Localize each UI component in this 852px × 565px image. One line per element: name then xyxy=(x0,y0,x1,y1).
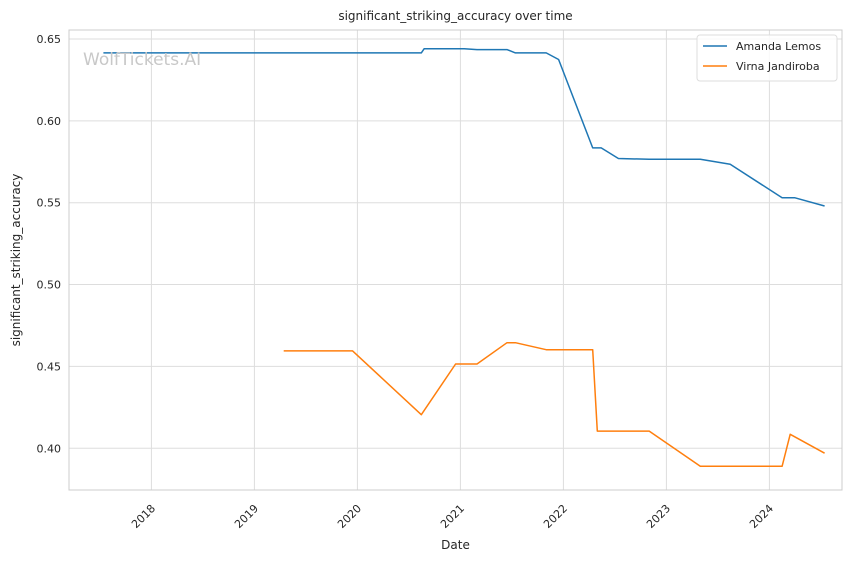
x-axis-label: Date xyxy=(441,538,470,552)
y-tick-label: 0.40 xyxy=(37,442,62,455)
plot-area xyxy=(69,30,842,490)
y-tick-label: 0.65 xyxy=(37,33,62,46)
x-tick-label: 2018 xyxy=(129,502,158,531)
plot-border xyxy=(68,29,843,491)
y-axis-label: significant_striking_accuracy xyxy=(9,174,23,347)
legend-label: Virna Jandiroba xyxy=(736,60,820,73)
series-line-2 xyxy=(283,341,825,468)
series-line-1 xyxy=(103,48,825,207)
legend: Amanda Lemos Virna Jandiroba xyxy=(696,34,838,82)
chart-title: significant_striking_accuracy over time xyxy=(338,9,572,23)
series-lines xyxy=(103,48,825,468)
legend-label: Amanda Lemos xyxy=(736,40,821,53)
x-tick-label: 2021 xyxy=(438,502,467,531)
x-tick-label: 2019 xyxy=(232,502,261,531)
legend-box xyxy=(696,34,838,82)
y-tick-label: 0.45 xyxy=(37,360,62,373)
y-axis-ticks: 0.40 0.45 0.50 0.55 0.60 0.65 xyxy=(37,33,62,455)
watermark: WolfTickets.AI xyxy=(83,50,201,70)
x-tick-label: 2020 xyxy=(335,502,364,531)
x-tick-label: 2022 xyxy=(541,502,570,531)
x-tick-label: 2023 xyxy=(644,502,673,531)
x-axis-ticks: 2018 2019 2020 2021 2022 2023 2024 xyxy=(129,502,776,531)
y-tick-label: 0.55 xyxy=(37,197,62,210)
y-tick-label: 0.60 xyxy=(37,115,62,128)
x-tick-label: 2024 xyxy=(747,502,776,531)
y-tick-label: 0.50 xyxy=(37,279,62,292)
